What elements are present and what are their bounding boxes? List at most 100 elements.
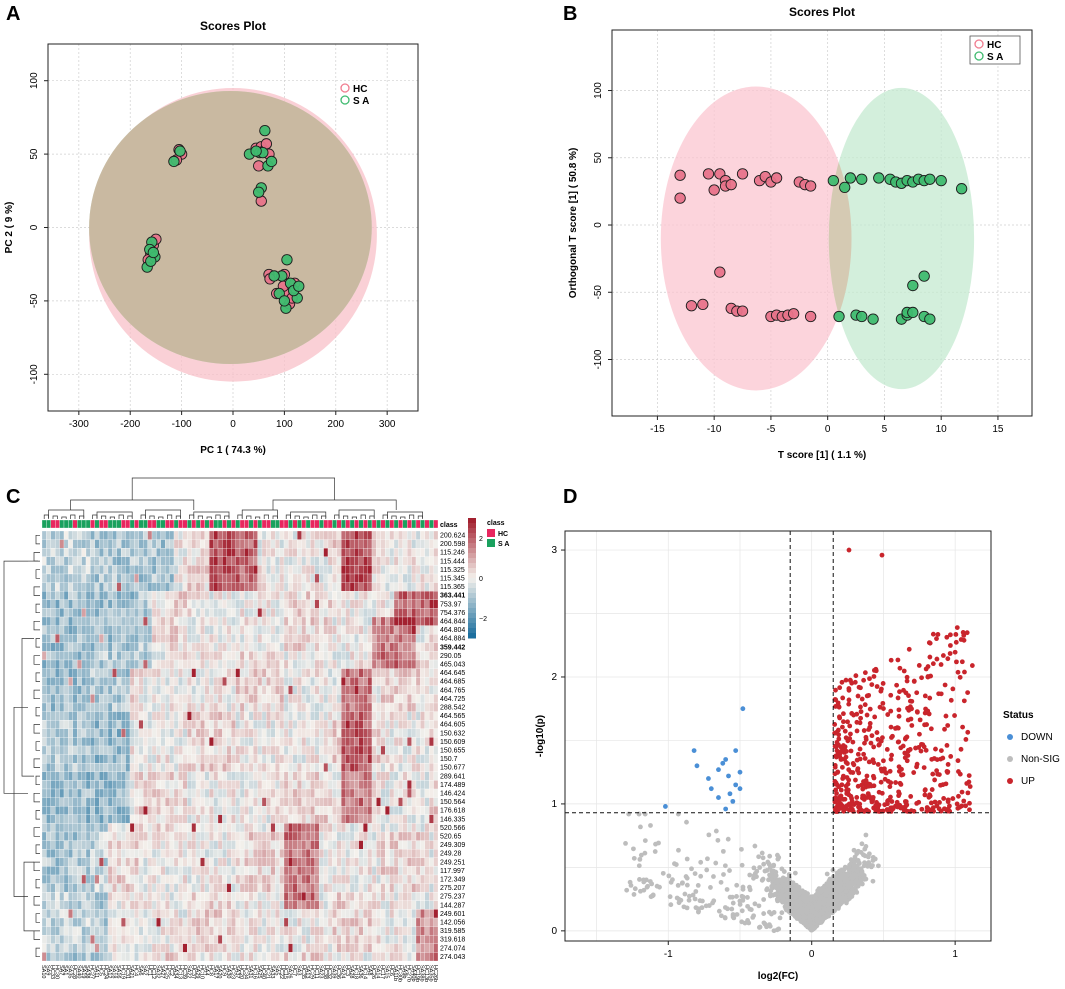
heatmap-cell [345,677,351,686]
heatmap-cell [376,608,381,618]
heatmap-cell [116,573,122,583]
heatmap-cell [358,668,364,678]
heatmap-cell [367,771,373,781]
heatmap-cell [231,659,236,669]
heatmap-cell [310,599,315,609]
heatmap-cell [77,874,82,884]
heatmap-cell [173,548,179,557]
heatmap-cell [41,883,47,893]
heatmap-cell [279,754,285,764]
heatmap-cell [138,771,144,781]
heatmap-cell [248,883,254,893]
heatmap-cell [363,565,368,575]
row-label: 150.632 [440,730,465,737]
heatmap-cell [398,582,403,592]
heatmap-cell [63,582,69,592]
heatmap-cell [336,797,342,807]
row-label: 288.542 [440,705,465,712]
heatmap-cell [288,539,293,549]
heatmap-cell [319,806,324,815]
heatmap-cell [411,651,417,661]
heatmap-cell [292,642,298,652]
heatmap-cell [222,677,227,686]
heatmap-cell [354,866,359,876]
heatmap-cell [235,634,241,643]
class-annotation-cell [248,519,254,529]
heatmap-cell [376,909,381,919]
heatmap-cell [169,573,175,583]
heatmap-cell [103,926,109,936]
heatmap-cell [411,797,417,807]
heatmap-cell [367,892,373,901]
heatmap-cell [85,573,91,583]
heatmap-cell [314,917,320,927]
heatmap-cell [41,711,47,721]
heatmap-cell [187,754,192,764]
class-annotation-cell [178,519,183,529]
heatmap-cell [433,831,439,841]
column-dendrogram-branch [417,515,423,519]
heatmap-cell [275,694,280,704]
heatmap-cell [231,943,236,953]
heatmap-cell [50,608,56,618]
heatmap-cell [354,634,359,643]
heatmap-cell [266,840,271,850]
heatmap-cell [323,642,329,652]
heatmap-cell [358,849,364,858]
heatmap-cell [266,608,271,618]
heatmap-cell [59,883,65,893]
heatmap-cell [367,728,373,738]
heatmap-cell [235,892,241,901]
heatmap-cell [402,874,408,884]
heatmap-cell [270,900,276,910]
heatmap-cell [213,745,219,755]
heatmap-cell [134,616,139,626]
heatmap-cell [420,720,425,729]
heatmap-cell [341,771,346,781]
heatmap-cell [81,599,87,609]
heatmap-cell [323,849,329,858]
heatmap-cell [389,659,395,669]
heatmap-cell [358,685,364,695]
heatmap-cell [178,823,183,833]
column-label: HC39 [181,965,187,979]
heatmap-cell [46,548,51,557]
heatmap-cell [178,745,183,755]
heatmap-cell [345,788,351,798]
heatmap-cell [112,565,117,575]
heatmap-cell [156,685,161,695]
heatmap-cell [341,565,346,575]
heatmap-cell [55,883,60,893]
heatmap-cell [314,900,320,910]
heatmap-cell [235,926,241,936]
heatmap-cell [367,616,373,626]
heatmap-cell [112,608,117,618]
heatmap-cell [385,685,390,695]
heatmap-cell [63,728,69,738]
heatmap-cell [182,935,188,944]
heatmap-cell [165,651,170,661]
heatmap-cell [55,857,60,867]
heatmap-cell [138,840,144,850]
heatmap-cell [231,677,236,686]
heatmap-cell [301,745,307,755]
column-label: HC38 [322,965,328,979]
heatmap-cell [292,625,298,635]
heatmap-cell [301,943,307,953]
heatmap-cell [393,763,399,772]
heatmap-cell [415,668,421,678]
heatmap-cell [341,745,346,755]
heatmap-cell [129,745,135,755]
heatmap-cell [63,677,69,686]
heatmap-cell [270,591,276,600]
heatmap-cell [389,806,395,815]
heatmap-cell [226,634,232,643]
heatmap-cell [59,565,65,575]
heatmap-cell [248,771,254,781]
heatmap-cell [393,857,399,867]
heatmap-cell [341,599,346,609]
heatmap-cell [169,548,175,557]
heatmap-cell [125,883,131,893]
heatmap-cell [55,548,60,557]
heatmap-cell [90,694,95,704]
